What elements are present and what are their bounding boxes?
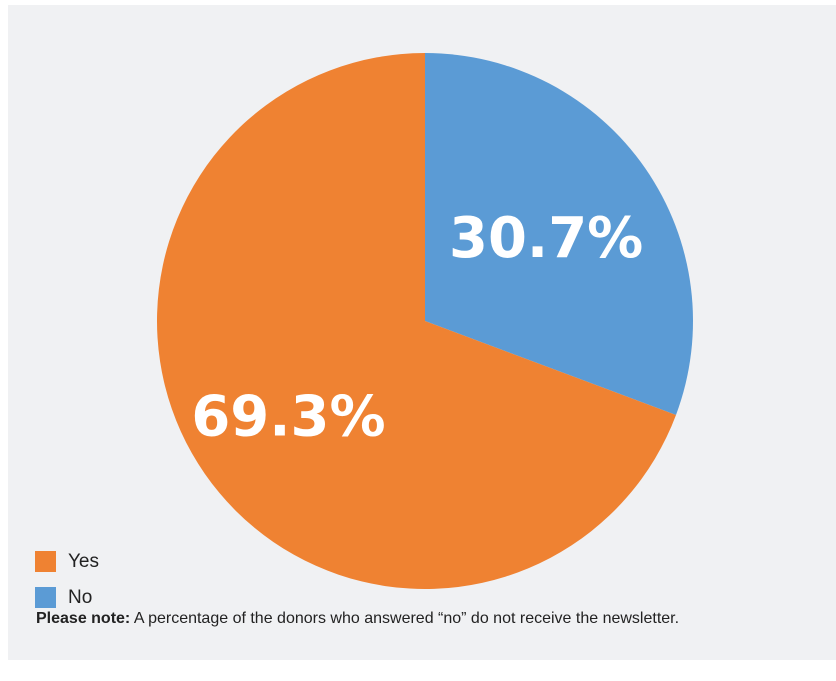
- footnote-prefix: Please note:: [36, 610, 131, 627]
- footnote-text: A percentage of the donors who answered …: [133, 610, 680, 627]
- slice-label-no: 30.7%: [449, 206, 643, 271]
- legend-swatch-no: [35, 587, 56, 608]
- legend-swatch-yes: [35, 551, 56, 572]
- legend-item-yes: Yes: [35, 550, 99, 573]
- pie-slice-yes: [156, 53, 676, 589]
- chart-panel: 30.7% 69.3% Yes No Please note: A percent…: [8, 5, 836, 660]
- footnote: Please note: A percentage of the donors …: [36, 610, 679, 628]
- legend-label-yes: Yes: [68, 550, 99, 572]
- legend: Yes No: [35, 550, 99, 622]
- legend-item-no: No: [35, 586, 99, 609]
- slice-label-yes: 69.3%: [191, 385, 385, 450]
- pie-slice-no: [425, 53, 693, 415]
- legend-label-no: No: [68, 586, 93, 608]
- pie-chart: 30.7% 69.3%: [156, 53, 693, 589]
